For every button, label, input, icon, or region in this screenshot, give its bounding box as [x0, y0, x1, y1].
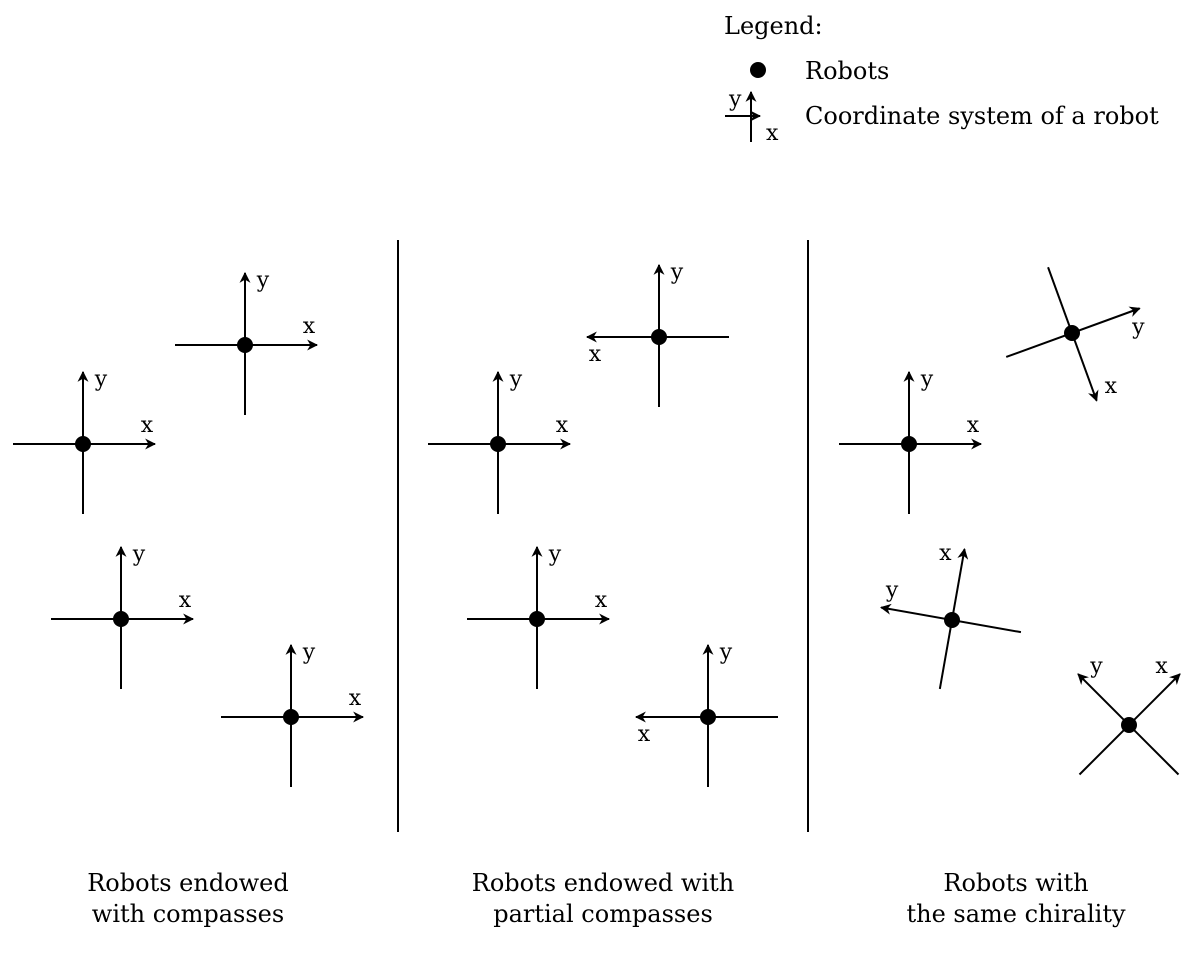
robot-same-chirality-3: xy — [880, 541, 1022, 690]
x-axis-label: x — [179, 588, 192, 613]
robot-same-chirality-2: xy — [839, 367, 983, 514]
robot-dot — [75, 436, 91, 452]
x-axis-label: x — [556, 413, 569, 438]
x-axis-label: x — [939, 541, 952, 566]
caption-partial-compasses-line-1: Robots endowed with — [471, 869, 735, 897]
x-axis-label: x — [967, 413, 980, 438]
robot-partial-compasses-2: xy — [428, 367, 572, 514]
y-axis-label: y — [509, 367, 523, 392]
x-axis-label: x — [638, 722, 651, 747]
robot-dot — [529, 611, 545, 627]
robot-same-chirality-1: xy — [1005, 266, 1145, 402]
y-axis-label: y — [256, 268, 270, 293]
robot-dot — [113, 611, 129, 627]
legend-title: Legend: — [724, 12, 823, 40]
robot-dot — [237, 337, 253, 353]
y-axis-label: y — [920, 367, 934, 392]
y-axis-label: y — [885, 578, 899, 603]
x-axis-label: x — [1155, 654, 1168, 679]
y-axis-label: y — [1089, 654, 1103, 679]
caption-compasses-line-1: Robots endowed — [87, 869, 289, 897]
caption-partial-compasses: Robots endowed with partial compasses — [443, 868, 763, 930]
robot-compasses-3: xy — [51, 542, 195, 689]
caption-same-chirality-line-2: the same chirality — [906, 900, 1126, 928]
robot-dot — [944, 612, 960, 628]
caption-partial-compasses-line-2: partial compasses — [493, 900, 713, 928]
robot-compasses-2: xy — [13, 367, 157, 514]
robot-dot — [1121, 717, 1137, 733]
y-axis-label: y — [302, 640, 316, 665]
x-axis-label: x — [595, 588, 608, 613]
legend-coordinate-icon: y x — [725, 87, 779, 146]
y-axis-label: y — [548, 542, 562, 567]
robot-dot — [490, 436, 506, 452]
robot-partial-compasses-3: xy — [467, 542, 611, 689]
robot-dot — [283, 709, 299, 725]
robot-dot — [651, 329, 667, 345]
y-axis-label: y — [670, 260, 684, 285]
y-axis-label: y — [94, 367, 108, 392]
legend-coordinate-label: Coordinate system of a robot — [805, 102, 1159, 130]
robot-dot — [901, 436, 917, 452]
robot-partial-compasses-4: xy — [634, 640, 778, 787]
caption-same-chirality: Robots with the same chirality — [856, 868, 1176, 930]
y-axis-label: y — [1131, 315, 1145, 340]
x-axis-label: x — [141, 413, 154, 438]
caption-same-chirality-line-1: Robots with — [943, 869, 1089, 897]
robot-partial-compasses-1: xy — [585, 260, 729, 407]
legend-robot-dot — [750, 62, 766, 78]
legend-axis-x-label: x — [766, 121, 779, 146]
robot-same-chirality-4: xy — [1077, 654, 1181, 776]
y-axis-label: y — [132, 542, 146, 567]
x-axis-label: x — [1105, 374, 1118, 399]
legend-robot-label: Robots — [805, 57, 890, 85]
robot-compasses-4: xy — [221, 640, 365, 787]
robot-compasses-1: xy — [175, 268, 319, 415]
robot-dot — [700, 709, 716, 725]
robot-dot — [1064, 325, 1080, 341]
caption-compasses-line-2: with compasses — [91, 900, 285, 928]
caption-compasses: Robots endowed with compasses — [28, 868, 348, 930]
x-axis-label: x — [349, 686, 362, 711]
y-axis-label: y — [719, 640, 733, 665]
x-axis-label: x — [303, 314, 316, 339]
x-axis-label: x — [589, 342, 602, 367]
legend-axis-y-label: y — [728, 87, 742, 112]
